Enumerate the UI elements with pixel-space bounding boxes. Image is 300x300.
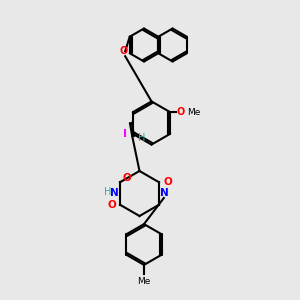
Text: H: H [138, 133, 145, 143]
Text: H: H [104, 187, 111, 197]
Text: O: O [107, 200, 116, 210]
Text: Me: Me [187, 108, 200, 117]
Text: O: O [122, 173, 131, 183]
Text: Me: Me [137, 278, 151, 286]
Text: N: N [160, 188, 169, 199]
Text: O: O [120, 46, 128, 56]
Text: I: I [123, 129, 128, 139]
Text: O: O [163, 177, 172, 187]
Text: N: N [110, 188, 118, 199]
Text: O: O [177, 107, 185, 117]
